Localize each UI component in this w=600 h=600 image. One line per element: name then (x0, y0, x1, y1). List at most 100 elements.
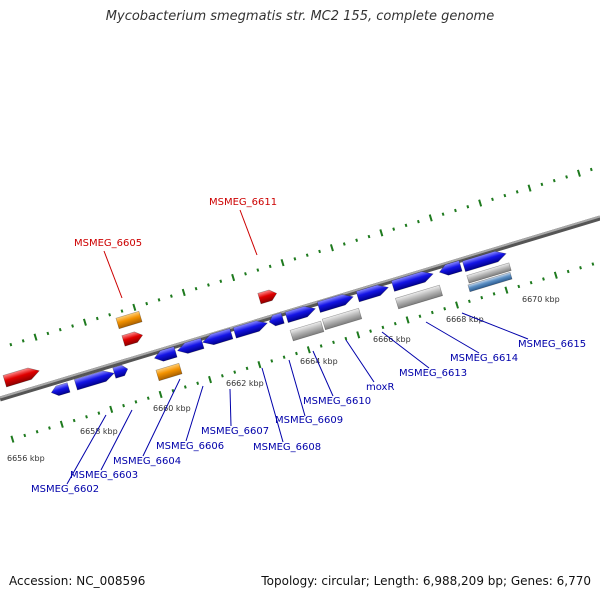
scale-tick (492, 292, 496, 296)
scale-tick (157, 298, 161, 302)
gene-label: MSMEG_6613 (399, 368, 467, 379)
scale-tick (355, 238, 359, 243)
scale-tick (504, 286, 509, 294)
scale-tick (318, 249, 321, 254)
scale-tick (480, 295, 484, 300)
scale-tick (454, 208, 457, 213)
scale-tick (71, 324, 74, 328)
gene-label: MSMEG_6606 (156, 441, 224, 452)
gene-label: MSMEG_6609 (275, 415, 343, 426)
scale-tick (196, 381, 200, 386)
scale-tick (244, 272, 247, 276)
scale-tick (293, 257, 297, 261)
scale-tick (405, 316, 410, 324)
scale-tick (33, 333, 38, 341)
gene-arrow (316, 294, 354, 313)
gene-arrow (257, 289, 278, 305)
scale-tick (181, 288, 186, 297)
scale-tick (467, 299, 471, 304)
scale-tick (145, 301, 149, 306)
gene-label: moxR (366, 382, 394, 393)
gene-arrow (155, 362, 183, 382)
gene-leader-line (288, 359, 306, 417)
gene-label: MSMEG_6602 (31, 484, 99, 495)
scale-tick (270, 359, 274, 363)
topology-text: Topology: circular; Length: 6,988,209 bp… (261, 574, 591, 588)
gene-arrow (73, 370, 115, 391)
gene-arrow (2, 367, 40, 388)
gene-leader-line (381, 331, 430, 369)
scale-tick (9, 342, 13, 347)
scale-tick (219, 279, 223, 283)
upper-scale-track (9, 167, 593, 347)
gene-label: MSMEG_6605 (74, 238, 142, 249)
scale-tick (132, 303, 137, 311)
gene-arrow (268, 312, 285, 327)
gene-label: MSMEG_6611 (209, 197, 277, 208)
gene-leader-line (312, 350, 334, 397)
scale-tick (305, 253, 309, 257)
scale-tick (82, 318, 87, 326)
scale-tick (527, 184, 532, 192)
scale-tick (280, 258, 285, 267)
scale-tick (171, 389, 175, 393)
scale-tick (85, 415, 88, 419)
scale-tick (369, 329, 372, 333)
scale-tick (208, 375, 212, 384)
scale-tick (517, 284, 521, 289)
gene-label: MSMEG_6614 (450, 353, 518, 364)
gene-arrow (202, 328, 234, 346)
accession-text: Accession: NC_008596 (9, 574, 146, 588)
scale-tick (158, 390, 163, 399)
gene-arrow (121, 331, 144, 347)
gene-arrow (466, 262, 512, 284)
scale-tick (418, 314, 422, 318)
scale-tick (256, 268, 260, 272)
scale-tick (95, 316, 99, 321)
scale-tick (329, 244, 334, 252)
scale-tick (122, 403, 125, 408)
scale-tick (393, 321, 397, 326)
scale-tick (466, 205, 470, 209)
genome-backbone-highlight (0, 215, 600, 399)
scale-tick (381, 325, 385, 330)
scale-tick (295, 351, 298, 356)
scale-tick (591, 262, 595, 266)
scale-label: 6670 kbp (522, 295, 560, 304)
scale-tick (565, 175, 568, 179)
scale-tick (344, 336, 348, 341)
gene-leader-line (425, 321, 480, 354)
scale-tick (35, 429, 39, 434)
gene-leader-line (261, 367, 284, 443)
scale-label: 6664 kbp (300, 357, 338, 366)
gene-arrow (461, 250, 507, 272)
gene-arrow (232, 320, 268, 339)
gene-arrow (289, 320, 325, 342)
gene-arrow (153, 346, 178, 362)
scale-tick (367, 234, 371, 239)
gene-leader-line (345, 339, 375, 383)
scale-tick (231, 273, 236, 282)
gene-label: MSMEG_6610 (303, 396, 371, 407)
gene-label: MSMEG_6607 (201, 426, 269, 437)
scale-tick (245, 366, 249, 371)
scale-tick (220, 374, 224, 378)
scale-tick (455, 301, 459, 309)
scale-tick (552, 178, 556, 183)
scale-label: 6658 kbp (80, 427, 118, 436)
gene-arrow (467, 271, 513, 293)
scale-tick (319, 344, 323, 348)
gene-arrow (390, 271, 434, 292)
scale-tick (503, 193, 507, 198)
scale-tick (170, 294, 173, 298)
scale-tick (441, 212, 445, 216)
scale-tick (109, 405, 114, 414)
scale-tick (10, 435, 15, 443)
scale-label: 6668 kbp (446, 315, 484, 324)
scale-tick (183, 385, 187, 389)
scale-tick (282, 355, 286, 359)
gene-leader-line (66, 414, 107, 485)
scale-tick (379, 229, 384, 237)
scale-tick (306, 346, 311, 354)
scale-tick (207, 283, 210, 287)
